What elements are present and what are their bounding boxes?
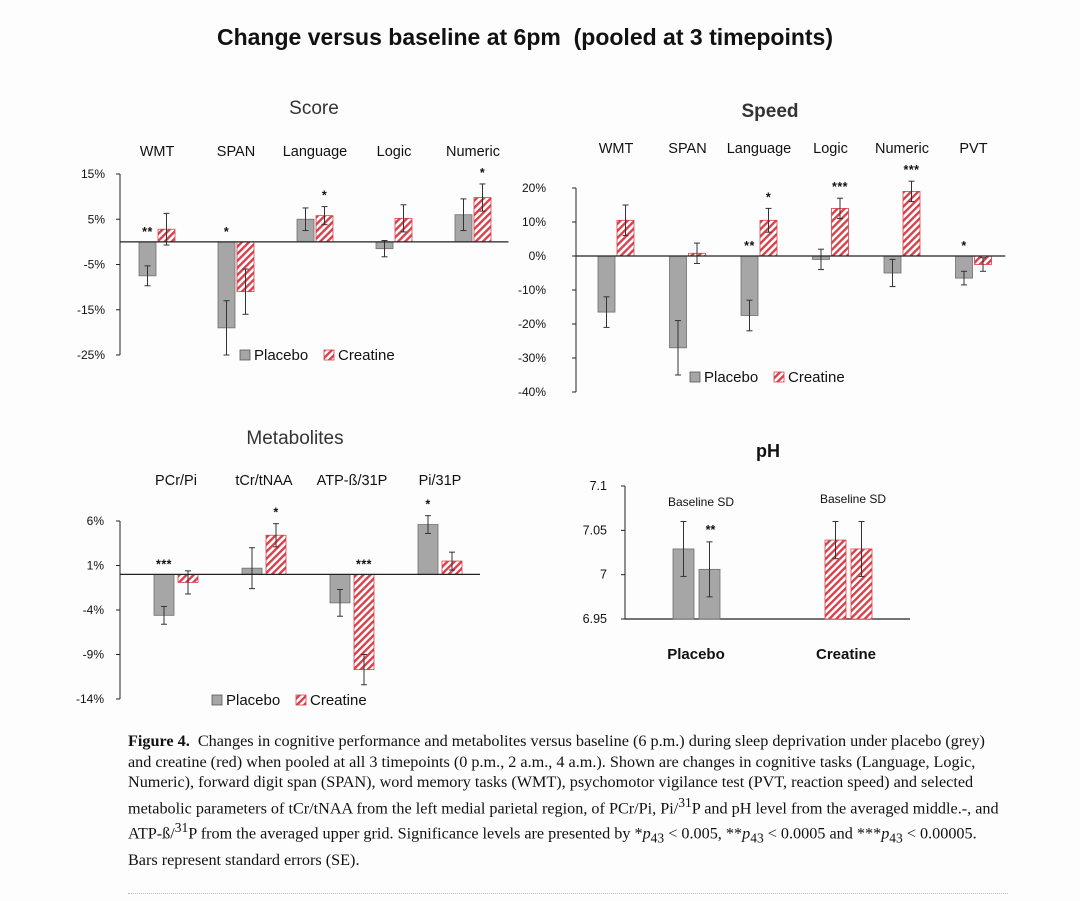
metabolites-significance-mark: ***	[156, 557, 172, 571]
speed-chart: Speed WMT SPAN Language Logic Numeric PVT 20% 10…	[518, 101, 1006, 399]
speed-significance-mark: *	[766, 190, 771, 204]
speed-y-tick-label: 20%	[522, 181, 546, 195]
speed-y-tick-label: -40%	[518, 385, 546, 399]
ph-baseline-sd-label: Baseline SD	[668, 495, 734, 509]
metabolites-legend-creatine-swatch	[295, 694, 307, 706]
metabolites-y-tick-label: 1%	[87, 559, 105, 573]
figure-caption: Figure 4. Changes in cognitive performan…	[128, 731, 1008, 870]
main-title: Change versus baseline at 6pm (pooled at…	[216, 24, 834, 50]
ph-y-tick-label: 6.95	[583, 612, 607, 626]
metabolites-category-label: tCr/tNAA	[235, 473, 293, 489]
speed-category-label: WMT	[599, 141, 634, 157]
speed-category-label: Numeric	[875, 141, 929, 157]
metabolites-category-label: PCr/Pi	[155, 473, 197, 489]
speed-legend-placebo-swatch	[689, 371, 701, 383]
caption-lt-3: < 0.00005. Bars represent standard error…	[128, 824, 977, 869]
caption-lt-1: < 0.005, **	[664, 824, 743, 843]
caption-lt-2: < 0.0005 and ***	[763, 824, 882, 843]
score-category-label: Language	[283, 144, 348, 160]
ph-y-tick-label: 7	[600, 568, 607, 582]
caption-text: Changes in cognitive performance and met…	[128, 732, 985, 817]
caption-label: Figure 4.	[128, 732, 190, 750]
score-significance-mark: *	[480, 166, 485, 180]
metabolites-legend-placebo-swatch	[211, 694, 223, 706]
score-chart: Score WMT SPAN Language Logic Numeric 15% 5% -5%…	[77, 98, 509, 364]
score-significance-mark: *	[322, 189, 327, 203]
ph-group-label: Creatine	[816, 646, 876, 663]
speed-category-label: SPAN	[668, 141, 706, 157]
speed-legend-placebo-label: Placebo	[704, 369, 758, 386]
speed-category-label: Logic	[813, 141, 848, 157]
score-category-label: SPAN	[217, 144, 255, 160]
metabolites-category-label: Pi/31P	[419, 473, 462, 489]
metabolites-y-tick-label: -14%	[76, 692, 104, 706]
speed-title: Speed	[741, 101, 798, 122]
speed-significance-mark: ***	[903, 163, 919, 177]
score-y-tick-label: 5%	[88, 212, 106, 226]
ph-y-tick-label: 7.05	[583, 523, 607, 537]
speed-y-tick-label: -30%	[518, 351, 546, 365]
ph-baseline-sd-label: Baseline SD	[820, 492, 886, 506]
ph-y-tick-label: 7.1	[590, 479, 607, 493]
metabolites-significance-mark: ***	[356, 557, 372, 571]
score-y-tick-label: -15%	[77, 303, 105, 317]
caption-p-3: p	[881, 824, 890, 843]
metabolites-title: Metabolites	[246, 428, 343, 449]
caption-sub-3: 43	[889, 831, 903, 847]
speed-category-label: Language	[727, 141, 792, 157]
score-category-label: WMT	[140, 144, 175, 160]
ph-title: pH	[756, 441, 780, 461]
score-y-tick-label: 15%	[81, 167, 105, 181]
score-significance-mark: **	[142, 225, 153, 239]
speed-significance-mark: *	[961, 239, 966, 253]
ph-chart: pH 7.1 7.05 7 6.95 Baseline SD ** Placebo Baseli…	[583, 441, 910, 663]
score-category-label: Logic	[377, 144, 412, 160]
speed-significance-mark: **	[744, 239, 755, 253]
divider	[128, 893, 1008, 894]
score-legend-creatine-swatch	[323, 349, 335, 361]
caption-sub-2: 43	[750, 831, 764, 847]
caption-text-2: P and pH level from the averaged middle.…	[128, 798, 999, 843]
caption-sub-1: 43	[650, 831, 665, 847]
metabolites-significance-mark: *	[425, 498, 430, 512]
score-legend-placebo-swatch	[239, 349, 251, 361]
speed-significance-mark: ***	[832, 180, 848, 194]
speed-legend-creatine-label: Creatine	[788, 369, 845, 386]
caption-sup-2: 31	[174, 820, 189, 836]
caption-text-3: P from the averaged upper grid. Signific…	[188, 824, 643, 843]
speed-legend-creatine-swatch	[773, 371, 785, 383]
metabolites-significance-mark: *	[273, 506, 278, 520]
ph-group-label: Placebo	[667, 646, 725, 663]
score-category-label: Numeric	[446, 144, 500, 160]
ph-significance-mark: **	[706, 523, 716, 537]
caption-p-2: p	[742, 824, 751, 843]
caption-sup: 31	[678, 794, 692, 810]
metabolites-category-label: ATP-ß/31P	[317, 473, 388, 489]
score-y-tick-label: -25%	[77, 348, 105, 362]
metabolites-chart: Metabolites PCr/Pi tCr/tNAA ATP-ß/31P Pi/31P…	[76, 428, 480, 709]
metabolites-y-tick-label: 6%	[87, 514, 105, 528]
metabolites-legend-placebo-label: Placebo	[226, 692, 280, 709]
metabolites-y-tick-label: -4%	[83, 603, 105, 617]
speed-y-tick-label: -10%	[518, 283, 546, 297]
speed-y-tick-label: 0%	[529, 249, 547, 263]
speed-y-tick-label: -20%	[518, 317, 546, 331]
score-title: Score	[289, 98, 339, 119]
caption-p-1: p	[642, 824, 651, 843]
speed-category-label: PVT	[959, 141, 987, 157]
score-y-tick-label: -5%	[84, 258, 106, 272]
score-significance-mark: *	[224, 225, 229, 239]
score-legend-placebo-label: Placebo	[254, 347, 308, 364]
metabolites-legend-creatine-label: Creatine	[310, 692, 367, 709]
metabolites-y-tick-label: -9%	[83, 648, 105, 662]
speed-y-tick-label: 10%	[522, 215, 546, 229]
score-legend-creatine-label: Creatine	[338, 347, 395, 364]
